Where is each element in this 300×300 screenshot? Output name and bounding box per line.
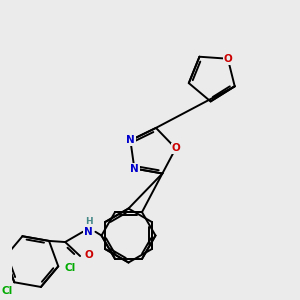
Text: Cl: Cl xyxy=(64,263,75,273)
Text: O: O xyxy=(224,54,232,64)
Text: O: O xyxy=(84,250,93,260)
Text: N: N xyxy=(126,135,135,146)
Text: O: O xyxy=(171,143,180,153)
Text: Cl: Cl xyxy=(1,286,13,296)
Text: N: N xyxy=(130,164,139,174)
Text: N: N xyxy=(84,227,93,237)
Text: H: H xyxy=(85,217,93,226)
